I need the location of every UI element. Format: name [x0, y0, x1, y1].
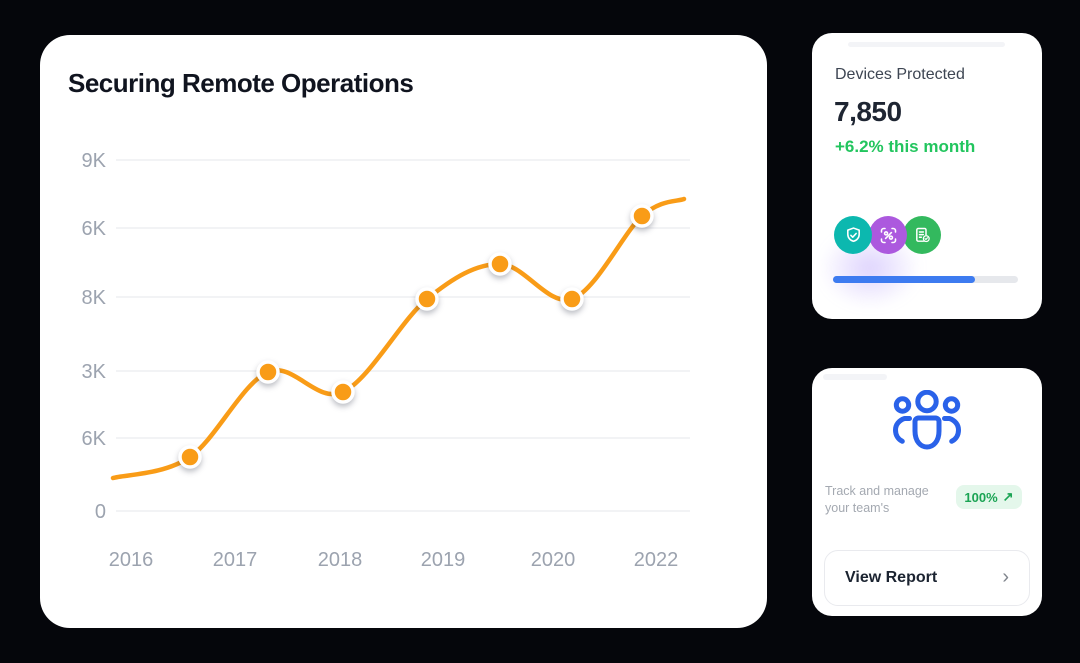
view-report-button[interactable]: View Report › [824, 550, 1030, 606]
x-axis-label: 2016 [109, 549, 154, 571]
document-verified-icon [903, 216, 941, 254]
y-axis-label: 3K [82, 361, 107, 383]
decorative-bar [848, 42, 1005, 47]
x-axis-label: 2018 [318, 549, 363, 571]
devices-protected-label: Devices Protected [835, 66, 965, 83]
data-point[interactable] [256, 360, 280, 384]
data-point[interactable] [488, 252, 512, 276]
completion-badge: 100% ↗ [956, 485, 1022, 509]
y-axis-label: 6K [82, 218, 107, 240]
x-axis-label: 2020 [531, 549, 576, 571]
devices-protected-card: Devices Protected 7,850 +6.2% this month [812, 33, 1042, 319]
team-description-line1: Track and manage [825, 484, 929, 498]
scan-percent-icon [869, 216, 907, 254]
data-point[interactable] [560, 287, 584, 311]
chart-card: Securing Remote Operations 9K 6K 8K 3K 6K 0 20… [40, 35, 767, 628]
data-point[interactable] [331, 380, 355, 404]
chevron-right-icon: › [1002, 566, 1009, 588]
y-axis-label: 8K [82, 287, 107, 309]
protection-progress-fill [833, 276, 976, 283]
data-point[interactable] [415, 287, 439, 311]
line-series [110, 196, 687, 481]
y-axis-label: 0 [95, 501, 106, 523]
decorative-bar [823, 374, 887, 380]
devices-protected-value: 7,850 [834, 96, 902, 127]
data-point[interactable] [178, 445, 202, 469]
y-axis-label: 9K [82, 150, 107, 172]
team-card: Track and manage your team's 100% ↗ View… [812, 368, 1042, 616]
shield-check-icon [834, 216, 872, 254]
x-axis-label: 2017 [213, 549, 258, 571]
line-chart[interactable]: 9K 6K 8K 3K 6K 0 2016 2017 2018 2019 2020 2022 [60, 140, 710, 580]
team-description: Track and manage your team's [825, 483, 929, 517]
trend-up-arrow-icon: ↗ [1002, 489, 1014, 504]
data-point[interactable] [630, 204, 654, 228]
x-axis-label: 2019 [421, 549, 466, 571]
completion-percent: 100% [964, 489, 998, 505]
protection-progress-bar [833, 276, 1018, 283]
view-report-label: View Report [845, 569, 938, 586]
team-description-line2: your team's [825, 501, 890, 515]
x-axis-label: 2022 [634, 549, 679, 571]
devices-delta-text: +6.2% this month [835, 137, 976, 156]
team-icon [812, 390, 1042, 452]
chart-title: Securing Remote Operations [68, 68, 414, 98]
y-axis-label: 6K [82, 428, 107, 450]
